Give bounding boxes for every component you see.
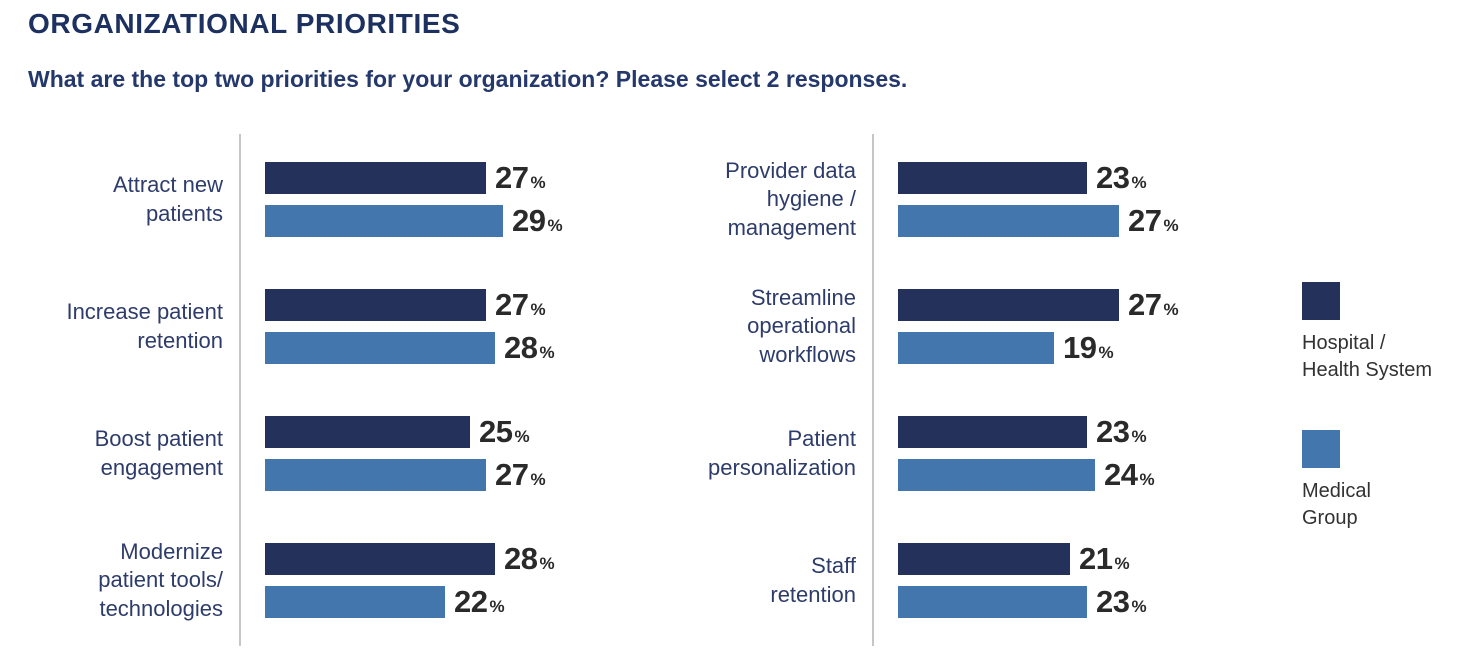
chart-column-left: Attract new patients 27% 29% Increase patie… xyxy=(25,134,625,646)
bar-row: 27% xyxy=(265,287,625,322)
legend-label-medical-group: Medical Group xyxy=(1302,480,1371,529)
bar-pair: 27% 29% xyxy=(239,136,625,263)
category-label: Modernize patient tools/ technologies xyxy=(98,538,223,621)
value-label: 21% xyxy=(1079,541,1130,576)
bar-medical-group xyxy=(898,205,1119,237)
bar-row: 24% xyxy=(898,457,1300,492)
bar-row: 25% xyxy=(265,414,625,449)
category-label: Increase patient retention xyxy=(66,298,223,353)
bar-row: 22% xyxy=(265,584,625,619)
bar-hospital-health-system xyxy=(898,162,1087,194)
axis-line xyxy=(872,134,874,646)
value-label: 27% xyxy=(1128,203,1179,238)
category-label: Provider data hygiene / management xyxy=(725,157,856,240)
chart-column-right: Provider data hygiene / management 23% 27%… xyxy=(620,134,1300,646)
bar-row: 28% xyxy=(265,541,625,576)
category-label: Staff retention xyxy=(770,552,856,607)
bar-row: 27% xyxy=(898,203,1300,238)
value-label: 27% xyxy=(1128,287,1179,322)
bar-hospital-health-system xyxy=(265,543,495,575)
category-label: Attract new patients xyxy=(112,171,223,226)
bar-hospital-health-system xyxy=(265,416,470,448)
value-label: 23% xyxy=(1096,584,1147,619)
bar-hospital-health-system xyxy=(898,416,1087,448)
category-label: Streamline operational workflows xyxy=(747,284,856,367)
bar-row: 23% xyxy=(898,584,1300,619)
bar-pair: 28% 22% xyxy=(239,517,625,644)
legend-item-hospital-health-system: Hospital / Health System xyxy=(1302,282,1462,384)
bar-medical-group xyxy=(265,459,486,491)
bar-pair: 27% 28% xyxy=(239,263,625,390)
bar-row: 27% xyxy=(265,457,625,492)
bar-medical-group xyxy=(265,205,503,237)
axis-line xyxy=(239,134,241,646)
legend-item-medical-group: Medical Group xyxy=(1302,430,1462,532)
bar-hospital-health-system xyxy=(898,289,1119,321)
bar-hospital-health-system xyxy=(265,289,486,321)
value-label: 23% xyxy=(1096,414,1147,449)
value-label: 25% xyxy=(479,414,530,449)
category-label: Patient personalization xyxy=(708,425,856,480)
value-label: 27% xyxy=(495,287,546,322)
bar-hospital-health-system xyxy=(898,543,1070,575)
bar-pair: 23% 24% xyxy=(872,390,1300,517)
bar-row: 23% xyxy=(898,414,1300,449)
bar-pair: 25% 27% xyxy=(239,390,625,517)
bar-medical-group xyxy=(898,459,1095,491)
legend-swatch-hospital-health-system xyxy=(1302,282,1340,320)
value-label: 23% xyxy=(1096,160,1147,195)
bar-pair: 23% 27% xyxy=(872,136,1300,263)
bar-row: 19% xyxy=(898,330,1300,365)
bar-row: 28% xyxy=(265,330,625,365)
legend-swatch-medical-group xyxy=(1302,430,1340,468)
bar-row: 29% xyxy=(265,203,625,238)
value-label: 28% xyxy=(504,541,555,576)
value-label: 27% xyxy=(495,160,546,195)
bar-medical-group xyxy=(898,332,1054,364)
bar-pair: 21% 23% xyxy=(872,517,1300,644)
chart-subtitle: What are the top two priorities for your… xyxy=(28,66,908,92)
bar-medical-group xyxy=(265,586,445,618)
bar-medical-group xyxy=(898,586,1087,618)
legend-label-hospital-health-system: Hospital / Health System xyxy=(1302,332,1433,381)
value-label: 27% xyxy=(495,457,546,492)
bar-medical-group xyxy=(265,332,495,364)
value-label: 22% xyxy=(454,584,505,619)
value-label: 19% xyxy=(1063,330,1114,365)
bar-row: 27% xyxy=(265,160,625,195)
bar-pair: 27% 19% xyxy=(872,263,1300,390)
bar-row: 23% xyxy=(898,160,1300,195)
value-label: 28% xyxy=(504,330,555,365)
bar-hospital-health-system xyxy=(265,162,486,194)
value-label: 29% xyxy=(512,203,563,238)
category-label: Boost patient engagement xyxy=(94,425,223,480)
bar-row: 21% xyxy=(898,541,1300,576)
value-label: 24% xyxy=(1104,457,1155,492)
chart-title: ORGANIZATIONAL PRIORITIES xyxy=(28,8,461,39)
bar-row: 27% xyxy=(898,287,1300,322)
